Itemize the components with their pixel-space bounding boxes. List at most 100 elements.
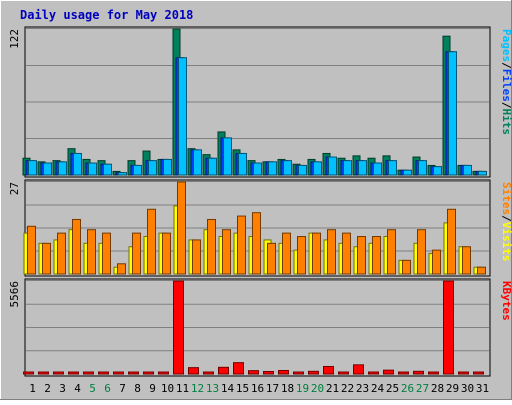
x-tick-label: 4 [74,382,81,395]
x-tick-label: 15 [236,382,249,395]
bar-kbytes-7 [113,371,124,375]
bar-kbytes-28 [428,371,439,375]
bar-pages-18 [283,160,292,176]
right-axis-label: Pages/Files/Hits [500,29,512,135]
bar-kbytes-5 [83,371,94,375]
bar-sites-28 [432,249,441,275]
bar-pages-20 [313,161,322,176]
x-tick-label: 12 [191,382,204,395]
right-label-part: Files [500,69,512,102]
bar-pages-21 [328,156,337,176]
bar-sites-9 [147,208,156,275]
right-label-part: / [500,62,512,69]
bar-sites-10 [162,232,171,275]
bar-kbytes-24 [368,371,379,375]
x-tick-label: 6 [104,382,111,395]
x-axis-labels: 1 2 3 4 5 6 7 8 9 10 11 12 13 14 15 16 17 18 19 20 21 22 23 24 2… [29,382,489,395]
x-tick-label: 16 [251,382,264,395]
bar-sites-30 [462,246,471,275]
bar-kbytes-11 [173,280,184,375]
x-tick-label: 1 [29,382,36,395]
x-tick-label: 21 [326,382,339,395]
bar-pages-6 [103,163,112,176]
bar-sites-5 [87,229,96,275]
bar-pages-30 [463,164,472,176]
series-pages [28,51,487,176]
bar-pages-2 [43,162,52,176]
bar-kbytes-14 [218,366,229,375]
bar-sites-21 [327,229,336,275]
bar-kbytes-20 [308,370,319,375]
bar-sites-22 [342,232,351,275]
bar-sites-12 [192,239,201,275]
bar-sites-20 [312,232,321,275]
x-tick-label: 13 [206,382,219,395]
bar-pages-22 [343,160,352,176]
series-kbytes [23,280,484,375]
x-tick-label: 5 [89,382,96,395]
bar-sites-18 [282,232,291,275]
bar-kbytes-21 [323,365,334,375]
bar-pages-5 [88,162,97,176]
right-label-part: Pages [500,29,512,62]
panel-kbytes: 5566 KBytes [8,278,512,377]
bar-kbytes-16 [248,370,259,375]
bar-sites-23 [357,236,366,275]
bar-pages-13 [208,157,217,176]
bar-pages-16 [253,162,262,176]
x-tick-label: 11 [176,382,189,395]
bar-pages-31 [478,170,487,176]
x-tick-label: 28 [431,382,444,395]
bar-kbytes-27 [413,370,424,375]
bar-pages-23 [358,160,367,176]
bar-pages-3 [58,161,67,176]
bar-sites-14 [222,229,231,275]
bar-kbytes-22 [338,371,349,375]
bar-sites-27 [417,229,426,275]
bar-pages-12 [193,149,202,176]
right-axis-label: KBytes [500,281,512,321]
panel-visits-sites: 27 Sites/Visits [8,179,512,277]
bar-sites-19 [297,236,306,275]
x-tick-label: 31 [476,382,489,395]
bar-kbytes-15 [233,362,244,375]
bar-sites-24 [372,236,381,275]
x-tick-label: 30 [461,382,474,395]
chart-title: Daily usage for May 2018 [20,8,193,22]
bar-kbytes-2 [38,371,49,375]
bar-kbytes-19 [293,371,304,375]
bar-kbytes-6 [98,371,109,375]
bar-kbytes-13 [203,371,214,375]
bar-sites-17 [267,242,276,275]
y-max-label: 5566 [8,281,21,308]
bar-sites-31 [477,266,486,275]
bar-pages-7 [118,172,127,176]
bar-pages-26 [403,169,412,176]
x-tick-label: 2 [44,382,51,395]
bar-pages-11 [178,57,187,176]
right-label-part: Hits [500,109,512,136]
x-tick-label: 24 [371,382,385,395]
bar-sites-16 [252,212,261,275]
bar-sites-3 [57,232,66,275]
bar-kbytes-29 [443,280,454,375]
bar-pages-29 [448,51,457,176]
y-max-label: 122 [8,29,21,49]
bar-pages-14 [223,137,232,176]
x-tick-label: 25 [386,382,399,395]
bar-sites-1 [27,225,36,275]
bar-sites-26 [402,259,411,275]
x-tick-label: 14 [221,382,235,395]
bar-sites-11 [177,181,186,275]
bar-pages-4 [73,152,82,176]
x-tick-label: 10 [161,382,174,395]
right-label-part: KBytes [500,281,512,321]
bar-pages-8 [133,164,142,176]
bar-sites-29 [447,208,456,275]
right-label-part: Visits [500,222,512,262]
right-label-part: Sites [500,182,512,215]
x-tick-label: 27 [416,382,429,395]
